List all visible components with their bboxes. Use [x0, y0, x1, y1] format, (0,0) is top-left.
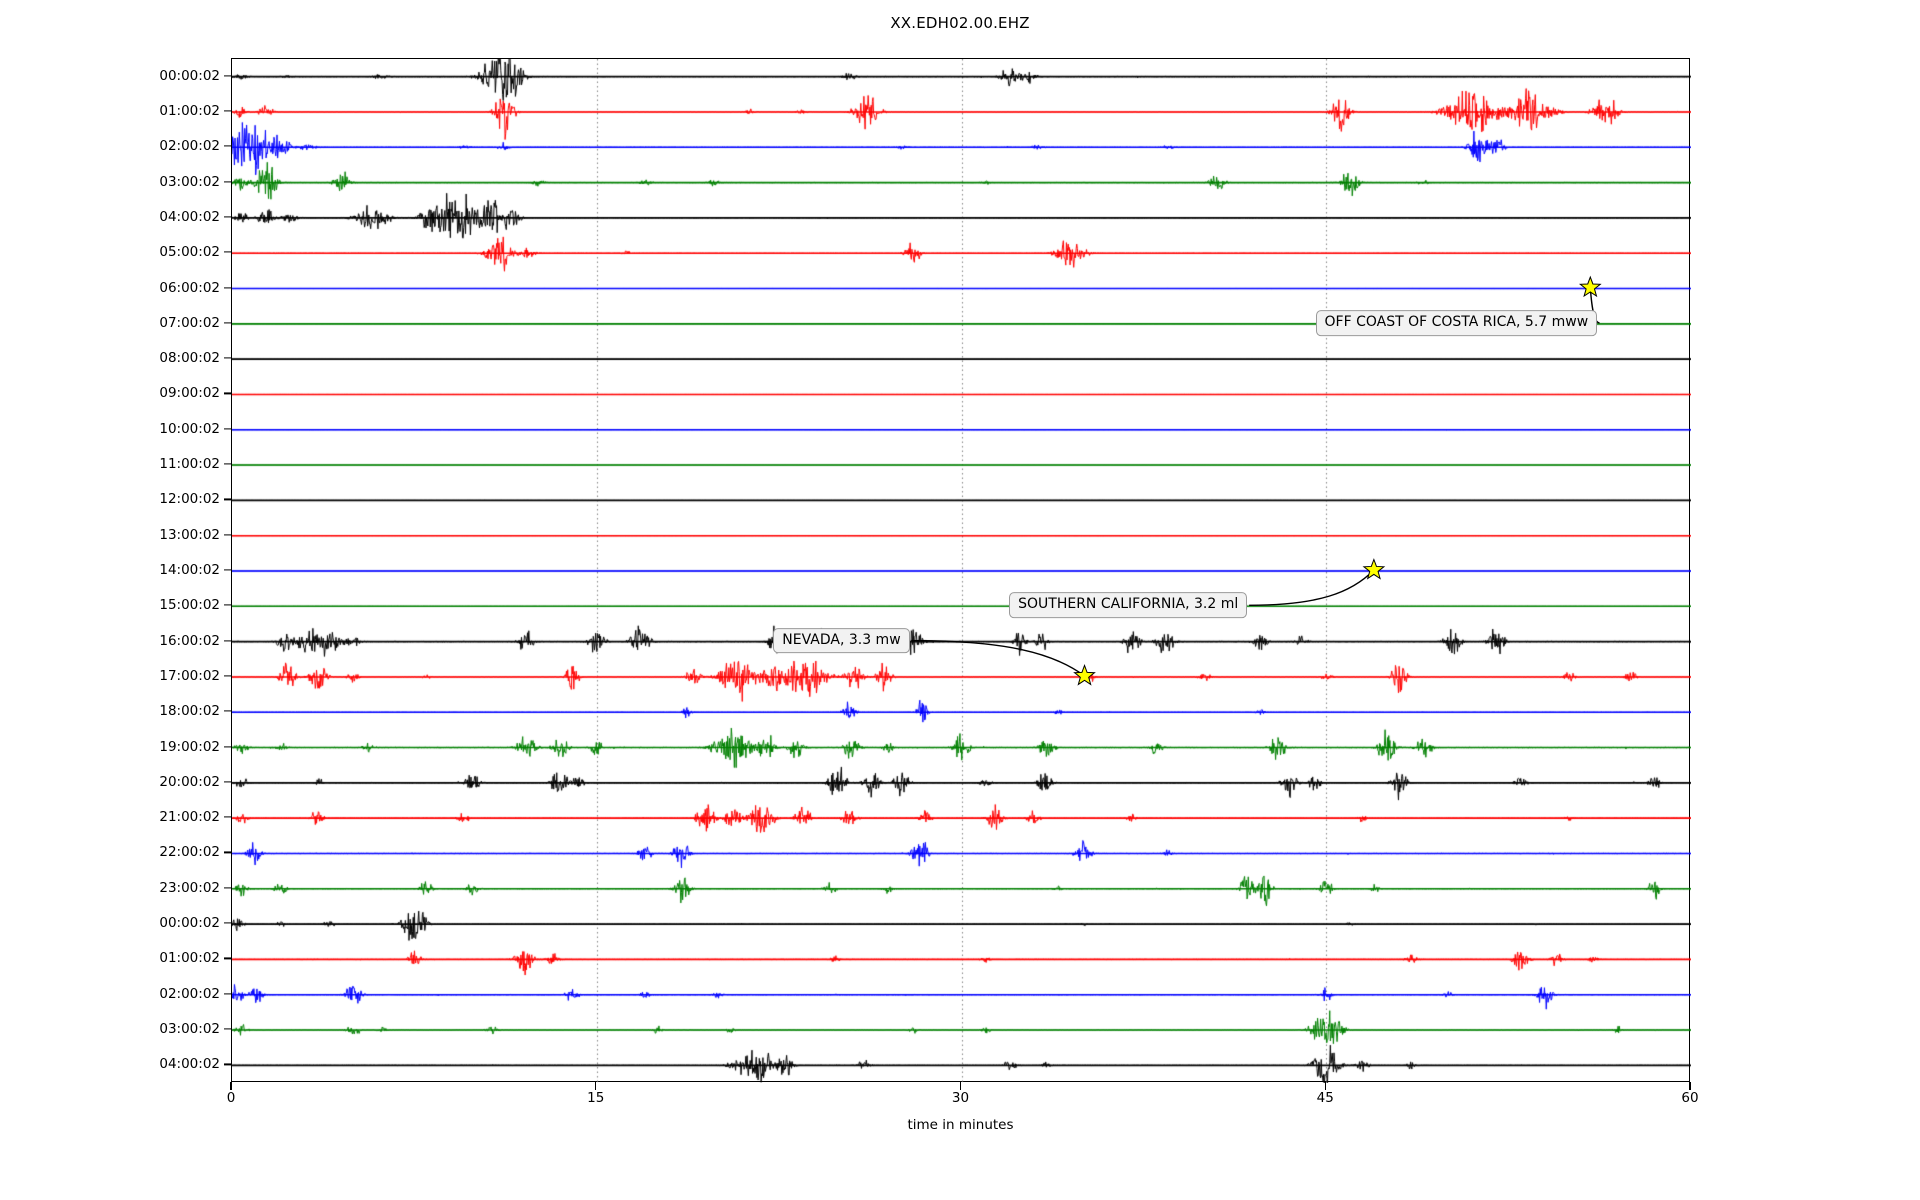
y-axis-tick-label: 02:00:02 — [159, 985, 220, 1002]
x-axis-tick-label: 60 — [1681, 1090, 1699, 1106]
y-axis-tick-mark — [224, 392, 232, 395]
y-axis-tick-label: 10:00:02 — [159, 420, 220, 437]
x-axis-tick-mark — [230, 1082, 232, 1090]
y-axis-tick-mark — [224, 851, 232, 854]
x-axis-tick-label: 45 — [1316, 1090, 1334, 1106]
y-axis-tick-label: 18:00:02 — [159, 703, 220, 720]
y-axis-tick-label: 02:00:02 — [159, 138, 220, 155]
y-axis-tick-label: 12:00:02 — [159, 491, 220, 508]
y-axis-tick-mark — [224, 463, 232, 465]
event-annotation-nevada[interactable]: NEVADA, 3.3 mw — [773, 627, 910, 654]
y-axis-tick-mark — [224, 534, 232, 536]
y-axis-tick-label: 01:00:02 — [159, 102, 220, 119]
event-star-marker-nevada[interactable] — [1073, 663, 1096, 686]
y-axis-tick-label: 03:00:02 — [159, 1021, 220, 1038]
event-star-marker-off-coast-of-costa-rica[interactable] — [1578, 275, 1602, 298]
y-axis-tick-mark — [224, 675, 232, 677]
y-axis-tick-mark — [224, 498, 232, 500]
y-axis-tick-label: 17:00:02 — [159, 667, 220, 684]
y-axis-tick-mark — [224, 216, 232, 218]
y-axis-tick-mark — [224, 816, 232, 818]
plot-axes — [231, 58, 1691, 1083]
x-axis-tick-mark — [1324, 1082, 1326, 1090]
y-axis-tick-label: 03:00:02 — [159, 173, 220, 190]
page-title: XX.EDH02.00.EHZ — [890, 14, 1030, 32]
y-axis-tick-label: 01:00:02 — [159, 950, 220, 967]
y-axis-tick-label: 00:00:02 — [159, 67, 220, 84]
y-axis-tick-mark — [224, 887, 232, 889]
event-annotation-off-coast-of-costa-rica[interactable]: OFF COAST OF COSTA RICA, 5.7 mww — [1315, 309, 1598, 336]
y-axis-tick-mark — [224, 110, 232, 112]
y-axis-tick-mark — [224, 75, 232, 77]
y-axis-tick-label: 14:00:02 — [159, 562, 220, 578]
event-annotation-layer: OFF COAST OF COSTA RICA, 5.7 mww SOUTHERN… — [231, 58, 1690, 1082]
annotation-leader-lines — [911, 275, 1602, 686]
y-axis-tick-mark — [224, 993, 232, 995]
y-axis-tick-mark — [224, 604, 232, 606]
y-axis-tick-label: 13:00:02 — [159, 526, 220, 543]
y-axis-tick-mark — [224, 640, 232, 642]
y-axis-tick-mark — [224, 781, 232, 783]
y-axis-tick-label: 06:00:02 — [159, 279, 220, 296]
y-axis-tick-mark — [224, 322, 232, 324]
y-axis-tick-label: 22:00:02 — [159, 844, 220, 861]
y-axis-tick-label: 23:00:02 — [159, 879, 220, 896]
y-axis-tick-mark — [224, 428, 232, 430]
seismogram-traces-canvas — [232, 59, 1691, 1083]
y-axis-tick-mark — [224, 357, 232, 359]
y-axis-tick-mark — [224, 1063, 232, 1065]
y-axis-tick-label: 00:00:02 — [159, 915, 220, 932]
annotation-leader-line — [1249, 569, 1375, 607]
y-axis-tick-label: 05:00:02 — [159, 244, 220, 261]
y-axis-tick-mark — [224, 569, 232, 571]
event-star-marker-southern-california[interactable] — [1362, 558, 1386, 580]
y-axis-tick-label: 21:00:02 — [159, 809, 220, 826]
y-axis-tick-label: 15:00:02 — [159, 597, 220, 614]
y-axis-tick-label: 19:00:02 — [159, 738, 220, 755]
y-axis-tick-label: 08:00:02 — [159, 350, 220, 367]
x-axis-tick-label: 0 — [226, 1090, 236, 1106]
y-axis-tick-label: 20:00:02 — [159, 773, 220, 790]
y-axis-tick-mark — [224, 1028, 232, 1030]
y-axis-tick-mark — [224, 180, 232, 183]
y-axis-tick-mark — [224, 286, 232, 289]
y-axis-tick-label: 09:00:02 — [159, 385, 220, 402]
y-axis-tick-mark — [224, 957, 232, 959]
y-axis-tick-label: 16:00:02 — [159, 632, 220, 649]
x-axis-tick-mark — [1689, 1082, 1691, 1090]
x-axis-tick-mark — [595, 1082, 597, 1090]
x-axis-tick-label: 15 — [587, 1090, 605, 1106]
y-axis-tick-label: 04:00:02 — [159, 1056, 220, 1073]
y-axis-tick-label: 04:00:02 — [159, 208, 220, 225]
y-axis-tick-mark — [224, 251, 232, 253]
x-axis-tick-mark — [959, 1082, 962, 1090]
annotation-leader-line — [911, 639, 1085, 677]
y-axis-tick-mark — [224, 745, 232, 748]
event-annotation-southern-california[interactable]: SOUTHERN CALIFORNIA, 3.2 ml — [1009, 592, 1248, 619]
y-axis-tick-mark — [224, 145, 232, 147]
x-axis-label: time in minutes — [907, 1117, 1014, 1133]
y-axis-tick-label: 11:00:02 — [159, 456, 220, 473]
y-axis-tick-label: 07:00:02 — [159, 314, 220, 331]
y-axis-tick-mark — [224, 710, 232, 712]
x-axis-tick-label: 30 — [951, 1090, 970, 1106]
y-axis-tick-mark — [224, 922, 232, 924]
